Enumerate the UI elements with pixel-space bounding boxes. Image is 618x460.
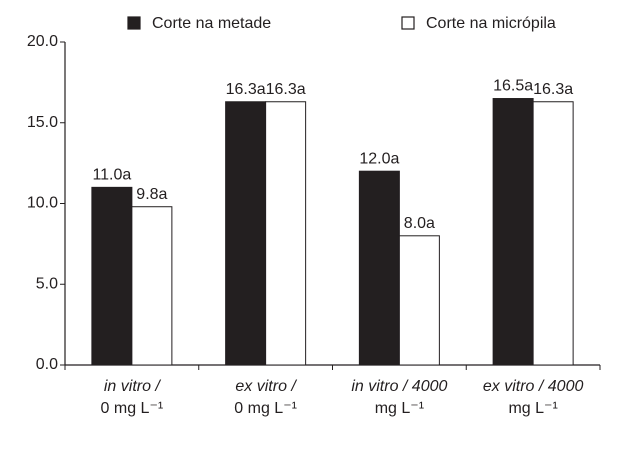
legend-swatch xyxy=(127,16,141,30)
y-tick-label: 0.0 xyxy=(36,356,58,373)
bar xyxy=(225,101,267,366)
legend-label: Corte na micrópila xyxy=(426,15,556,32)
x-tick-label: 0 mg L⁻¹ xyxy=(101,400,164,417)
value-label: 11.0a xyxy=(92,167,131,184)
y-tick-label: 5.0 xyxy=(36,275,58,292)
x-tick-label: in vitro / 4000 xyxy=(351,378,447,395)
x-tick-label: mg L⁻¹ xyxy=(508,400,557,417)
legend-swatch xyxy=(401,16,415,30)
legend-label: Corte na metade xyxy=(152,15,271,32)
bar xyxy=(358,170,400,366)
bar xyxy=(532,101,574,366)
bar xyxy=(398,235,440,366)
value-label: 16.5a xyxy=(493,78,533,95)
bar xyxy=(265,101,307,366)
x-tick-label: 0 mg L⁻¹ xyxy=(234,400,297,417)
value-label: 12.0a xyxy=(359,150,399,167)
value-label: 9.8a xyxy=(136,186,167,203)
bar xyxy=(492,98,534,366)
bar xyxy=(91,186,133,366)
value-label: 16.3a xyxy=(533,81,573,98)
x-tick-label: ex vitro / xyxy=(235,378,297,395)
value-label: 8.0a xyxy=(404,215,435,232)
value-label: 16.3a xyxy=(266,81,306,98)
bar xyxy=(131,206,173,366)
x-tick-label: in vitro / xyxy=(104,378,162,395)
y-tick-label: 15.0 xyxy=(27,114,58,131)
y-tick-label: 20.0 xyxy=(27,33,58,50)
y-tick-label: 10.0 xyxy=(27,195,58,212)
x-tick-label: mg L⁻¹ xyxy=(375,400,424,417)
value-label: 16.3a xyxy=(226,81,266,98)
x-tick-label: ex vitro / 4000 xyxy=(483,378,584,395)
